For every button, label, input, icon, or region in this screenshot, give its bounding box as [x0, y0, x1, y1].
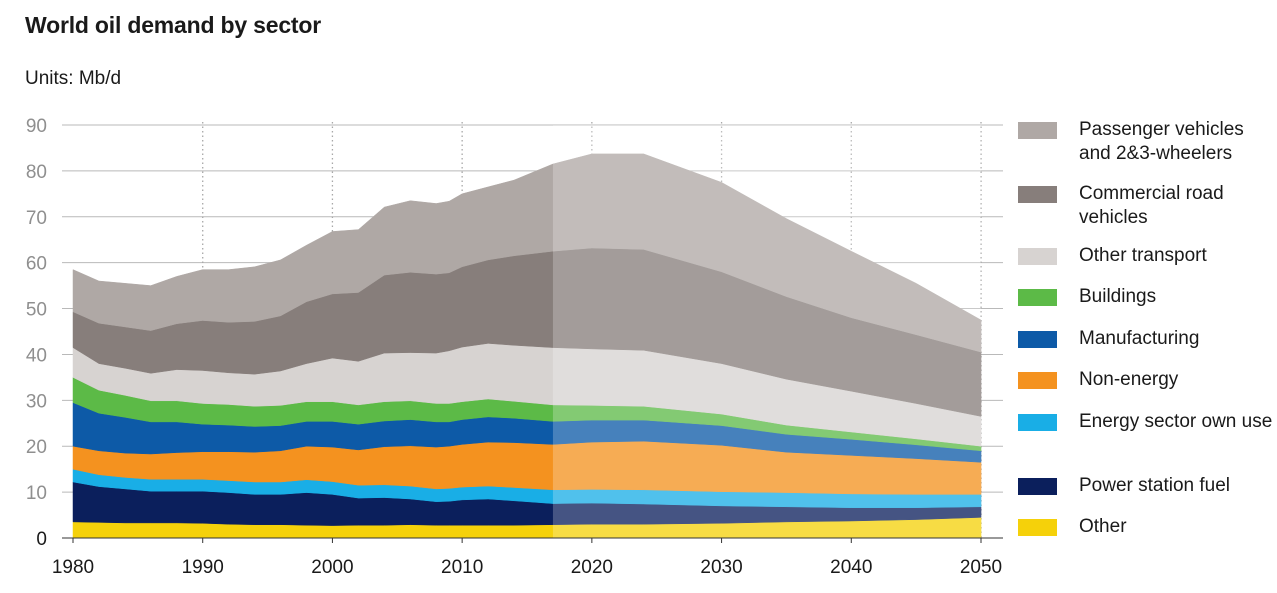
- legend-label: Other transport: [1079, 245, 1207, 266]
- legend-item: Commercial road vehicles: [1018, 182, 1273, 230]
- legend-item: Energy sector own use: [1018, 410, 1272, 434]
- y-tick-label: 0: [36, 529, 47, 550]
- x-tick-label: 2040: [830, 557, 872, 578]
- legend-label: Power station fuel: [1079, 475, 1231, 496]
- y-tick-label: 80: [26, 162, 47, 183]
- legend-swatch: [1018, 248, 1057, 265]
- x-tick-label: 2000: [311, 557, 353, 578]
- y-tick-label: 40: [26, 345, 47, 366]
- legend-label: Commercial road vehicles: [1079, 183, 1224, 228]
- y-tick-label: 10: [26, 483, 47, 504]
- y-tick-label: 70: [26, 208, 47, 229]
- y-axis-ticks: 0 10 20 30 40 50 60 70 80 90: [26, 116, 47, 550]
- y-tick-label: 60: [26, 254, 47, 275]
- units-label: Units: Mb/d: [25, 68, 122, 89]
- legend-swatch: [1018, 331, 1057, 348]
- legend-label: Manufacturing: [1079, 328, 1200, 349]
- legend-swatch: [1018, 478, 1057, 495]
- legend-swatch: [1018, 414, 1057, 431]
- x-tick-label: 2010: [441, 557, 483, 578]
- legend-label: Passenger vehicles and 2&3-wheelers: [1079, 119, 1244, 164]
- legend-label: Other: [1079, 516, 1127, 537]
- legend-swatch: [1018, 519, 1057, 536]
- projection-overlay: [552, 125, 981, 538]
- legend-item: Manufacturing: [1018, 327, 1199, 351]
- legend-label: Buildings: [1079, 286, 1157, 307]
- x-tick-label: 1980: [52, 557, 94, 578]
- x-tick-label: 2030: [700, 557, 742, 578]
- legend-swatch: [1018, 186, 1057, 203]
- legend-swatch: [1018, 122, 1057, 139]
- x-tick-label: 2050: [960, 557, 1002, 578]
- x-tick-label: 2020: [571, 557, 613, 578]
- legend-swatch: [1018, 289, 1057, 306]
- legend-item: Non-energy: [1018, 368, 1178, 392]
- x-axis-ticks: 1980 1990 2000 2010 2020 2030 2040 2050: [52, 538, 1002, 578]
- y-tick-label: 20: [26, 437, 47, 458]
- y-tick-label: 90: [26, 116, 47, 137]
- legend-item: Passenger vehicles and 2&3-wheelers: [1018, 118, 1244, 166]
- legend-label: Non-energy: [1079, 369, 1179, 390]
- y-tick-label: 50: [26, 300, 47, 321]
- chart-title: World oil demand by sector: [25, 12, 321, 38]
- x-tick-label: 1990: [182, 557, 224, 578]
- legend-item: Buildings: [1018, 285, 1156, 309]
- area-series: [72, 153, 982, 539]
- legend-item: Other: [1018, 515, 1127, 539]
- y-tick-label: 30: [26, 391, 47, 412]
- legend-swatch: [1018, 372, 1057, 389]
- legend-label: Energy sector own use: [1079, 411, 1273, 432]
- area-passenger-vehicles-and-2-3-wheelers: [72, 153, 982, 353]
- legend-item: Power station fuel: [1018, 474, 1230, 498]
- legend-item: Other transport: [1018, 244, 1207, 268]
